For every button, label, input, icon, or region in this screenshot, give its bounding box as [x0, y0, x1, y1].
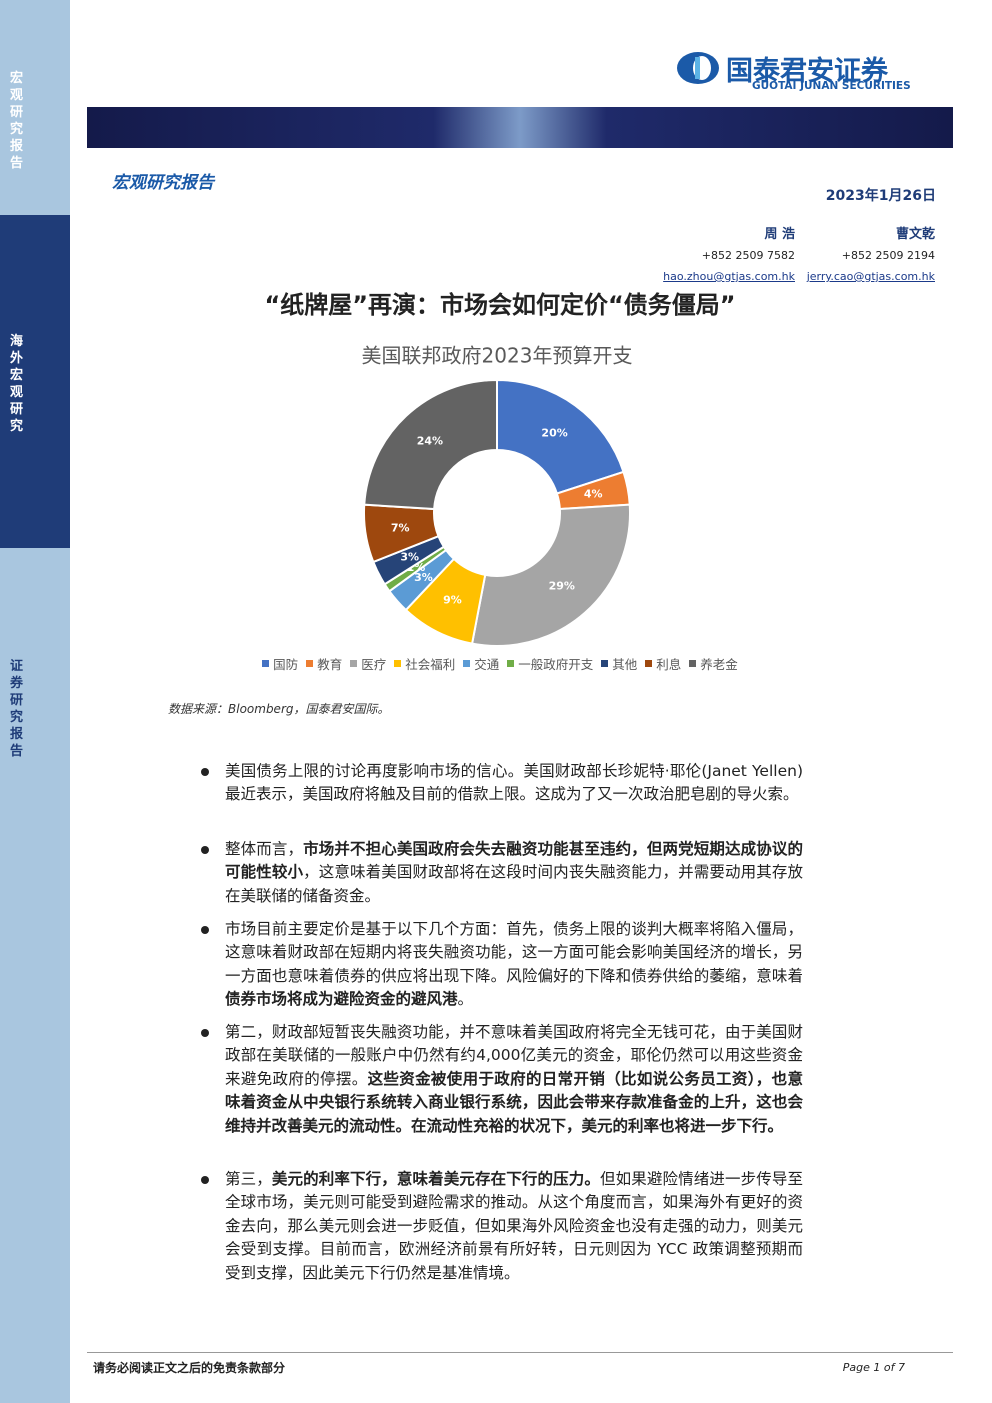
bullet-text: 债券市场将成为避险资金的避风港	[225, 990, 458, 1009]
disclaimer: 请务必阅读正文之后的免责条款部分	[93, 1361, 286, 1375]
legend-item: 教育	[306, 654, 342, 673]
bullet: 市场目前主要定价是基于以下几个方面：首先，债务上限的谈判大概率将陷入僵局，这意味…	[201, 918, 803, 1012]
legend-swatch	[689, 660, 697, 667]
bullet: 第三，美元的利率下行，意味着美元存在下行的压力。但如果避险情绪进一步传导至全球市…	[201, 1168, 803, 1285]
data-label: 9%	[443, 593, 462, 606]
author-email[interactable]: hao.zhou@gtjas.com.hk	[663, 270, 795, 283]
legend-swatch	[262, 660, 270, 667]
bullet-text: 市场目前主要定价是基于以下几个方面：首先，债务上限的谈判大概率将陷入僵局，这意味…	[225, 920, 803, 985]
logo-mark	[677, 52, 719, 84]
author-phone: +852 2509 2194	[841, 249, 935, 262]
bullet-text: 整体而言，	[225, 840, 304, 858]
bullet-text: 。	[457, 990, 474, 1009]
pie-slice	[496, 378, 625, 495]
legend-label: 交通	[474, 657, 500, 672]
sidebar-top: 宏观研究报告	[0, 0, 70, 215]
report-type: 宏观研究报告	[112, 173, 214, 193]
legend-item: 国防	[262, 654, 298, 673]
author-phone: +852 2509 7582	[701, 249, 795, 262]
logo-text: 国泰君安证券	[726, 56, 888, 87]
legend-item: 社会福利	[394, 654, 455, 673]
bullet-text: 第二，财政部短暂丧失融资功能，并不意味着美国政府将完全无钱可花，由于美国财政部在…	[225, 1023, 803, 1088]
bullet: 第二，财政部短暂丧失融资功能，并不意味着美国政府将完全无钱可花，由于美国财政部在…	[201, 1021, 803, 1138]
source: 数据来源：Bloomberg，国泰君安国际。	[168, 702, 390, 716]
data-label: 24%	[417, 435, 443, 448]
legend-item: 其他	[601, 654, 637, 673]
sidebar-middle: 海外宏观研究	[0, 215, 70, 548]
pie-slice	[363, 378, 498, 511]
data-label: 3%	[400, 550, 419, 563]
legend-swatch	[350, 660, 358, 667]
sidebar-text: 宏观研究报告	[10, 71, 24, 171]
chart-title: 美国联邦政府2023年预算开支	[362, 344, 633, 368]
legend-label: 养老金	[700, 657, 738, 672]
sidebar-text: 海外宏观研究	[10, 334, 24, 434]
data-label: 4%	[584, 488, 603, 501]
legend-label: 一般政府开支	[518, 657, 594, 672]
legend-item: 一般政府开支	[507, 654, 593, 673]
bullet-text: 美元的利率下行，意味着美元存在下行的压力。	[271, 1170, 600, 1188]
legend-label: 医疗	[361, 657, 387, 672]
legend-item: 医疗	[350, 654, 386, 673]
legend-swatch	[463, 660, 471, 667]
logo-en: GUOTAI JUNAN SECURITIES	[752, 80, 911, 92]
data-label: 20%	[541, 427, 567, 440]
author-email[interactable]: jerry.cao@gtjas.com.hk	[806, 270, 935, 283]
sidebar-text: 证券研究报告	[10, 659, 24, 759]
author: 周 浩 +852 2509 7582 hao.zhou@gtjas.com.hk	[650, 224, 795, 287]
bullet-text: 第三，	[225, 1170, 272, 1188]
legend-swatch	[645, 660, 653, 667]
legend-label: 利息	[656, 657, 682, 672]
bullet: 美国债务上限的讨论再度影响市场的信心。美国财政部长珍妮特·耶伦(Janet Ye…	[201, 760, 803, 807]
bullet-text: 市场并不担心美国政府会失去融资功能甚至违约，但两党短期达成协议的可能性较小	[225, 840, 803, 882]
pie-slice	[470, 503, 631, 647]
date: 2023年1月26日	[825, 188, 936, 204]
legend-item: 养老金	[689, 654, 738, 673]
author-name: 周 浩	[764, 227, 795, 242]
legend: 国防 教育 医疗 社会福利 交通 一般政府开支 其他 利息 养老金	[100, 652, 900, 673]
author-name: 曹文乾	[895, 227, 935, 242]
legend-swatch	[507, 660, 515, 667]
author: 曹文乾 +852 2509 2194 jerry.cao@gtjas.com.h…	[790, 224, 935, 287]
legend-label: 社会福利	[405, 657, 456, 672]
data-label: 3%	[414, 571, 433, 584]
footer-rule	[87, 1352, 953, 1353]
legend-label: 教育	[317, 657, 343, 672]
bullet-text: 美国债务上限的讨论再度影响市场的信心。美国财政部长珍妮特·耶伦(Janet Ye…	[225, 762, 803, 804]
legend-label: 其他	[612, 657, 638, 672]
legend-label: 国防	[273, 657, 299, 672]
data-label: 29%	[549, 580, 575, 593]
banner	[87, 107, 953, 148]
data-label: 7%	[391, 521, 410, 534]
sidebar-bottom: 证券研究报告	[0, 548, 70, 1403]
legend-item: 利息	[645, 654, 681, 673]
legend-swatch	[601, 660, 609, 667]
bullet-text: ，这意味着美国财政部将在这段时间内丧失融资能力，并需要动用其存放在美联储的储备资…	[225, 863, 803, 905]
report-title: “纸牌屋”再演：市场会如何定价“债务僵局”	[264, 291, 736, 319]
chart: 美国联邦政府2023年预算开支 20%4%29%9%3%1%3%7%24%	[362, 344, 633, 647]
bullet-text: 这些资金被使用于政府的日常开销（比如说公务员工资），也意味着资金从中央银行系统转…	[225, 1069, 803, 1135]
page-number: Page 1 of 7	[842, 1361, 905, 1374]
legend-item: 交通	[463, 654, 499, 673]
legend-swatch	[394, 660, 402, 667]
bullet-text: 但如果避险情绪进一步传导至全球市场，美元则可能受到避险需求的推动。从这个角度而言…	[225, 1170, 803, 1282]
bullet: 整体而言，市场并不担心美国政府会失去融资功能甚至违约，但两党短期达成协议的可能性…	[201, 838, 803, 908]
legend-swatch	[306, 660, 314, 667]
